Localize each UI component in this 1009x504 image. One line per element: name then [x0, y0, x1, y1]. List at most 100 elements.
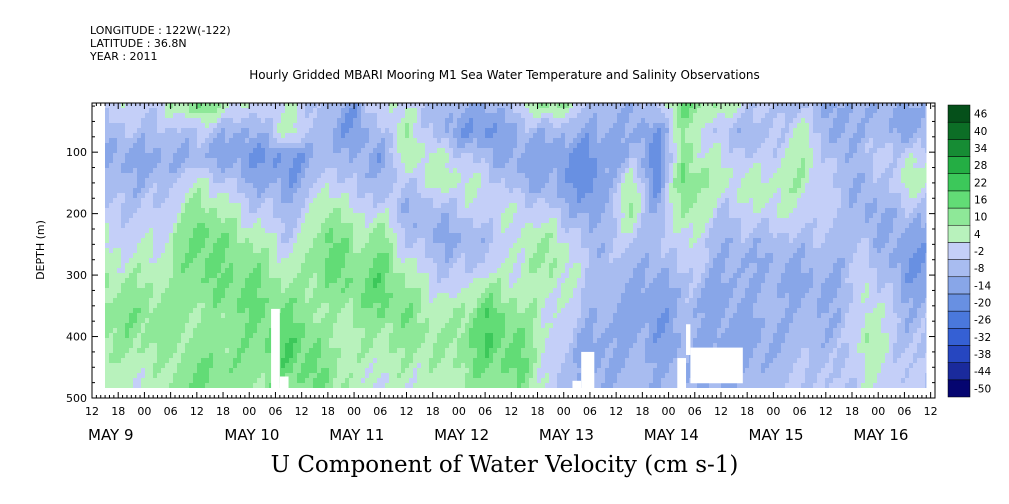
heatmap-cell: [357, 138, 362, 143]
heatmap-cell: [401, 373, 406, 378]
heatmap-cell: [329, 193, 334, 198]
heatmap-cell: [125, 148, 130, 153]
heatmap-cell: [245, 283, 250, 288]
heatmap-cell: [117, 173, 122, 178]
heatmap-cell: [389, 103, 394, 108]
heatmap-cell: [129, 163, 134, 168]
heatmap-cell: [133, 313, 138, 318]
heatmap-cell: [425, 358, 430, 363]
heatmap-cell: [145, 338, 150, 343]
heatmap-cell: [189, 213, 194, 218]
heatmap-cell: [341, 128, 346, 133]
heatmap-cell: [313, 298, 318, 303]
heatmap-cell: [433, 378, 438, 383]
heatmap-cell: [397, 183, 402, 188]
heatmap-cell: [233, 268, 238, 273]
heatmap-cell: [361, 173, 366, 178]
heatmap-cell: [213, 223, 218, 228]
heatmap-cell: [345, 298, 350, 303]
heatmap-cell: [405, 173, 410, 178]
heatmap-cell: [253, 228, 258, 233]
heatmap-cell: [185, 313, 190, 318]
heatmap-cell: [325, 123, 330, 128]
heatmap-cell: [309, 243, 314, 248]
heatmap-cell: [117, 108, 122, 113]
heatmap-cell: [393, 373, 398, 378]
heatmap-cell: [269, 133, 274, 138]
heatmap-cell: [109, 103, 114, 108]
heatmap-cell: [197, 213, 202, 218]
heatmap-cell: [385, 308, 390, 313]
heatmap-cell: [313, 168, 318, 173]
heatmap-cell: [257, 358, 262, 363]
heatmap-cell: [105, 138, 110, 143]
heatmap-cell: [329, 158, 334, 163]
heatmap-cell: [105, 298, 110, 303]
heatmap-cell: [389, 328, 394, 333]
heatmap-cell: [381, 283, 386, 288]
heatmap-cell: [217, 378, 222, 383]
heatmap-cell: [353, 148, 358, 153]
heatmap-cell: [149, 238, 154, 243]
heatmap-cell: [289, 363, 294, 368]
heatmap-cell: [169, 238, 174, 243]
heatmap-cell: [397, 348, 402, 353]
heatmap-cell: [245, 163, 250, 168]
heatmap-cell: [401, 263, 406, 268]
heatmap-cell: [137, 213, 142, 218]
heatmap-cell: [205, 303, 210, 308]
heatmap-cell: [149, 203, 154, 208]
heatmap-cell: [157, 178, 162, 183]
heatmap-cell: [277, 138, 282, 143]
heatmap-cell: [113, 183, 118, 188]
heatmap-cell: [377, 298, 382, 303]
heatmap-cell: [121, 283, 126, 288]
heatmap-cell: [185, 203, 190, 208]
heatmap-cell: [161, 193, 166, 198]
heatmap-cell: [321, 363, 326, 368]
heatmap-cell: [281, 318, 286, 323]
heatmap-cell: [117, 278, 122, 283]
heatmap-cell: [309, 368, 314, 373]
heatmap-cell: [113, 383, 118, 388]
heatmap-cell: [437, 203, 442, 208]
heatmap-cell: [405, 238, 410, 243]
heatmap-cell: [413, 303, 418, 308]
heatmap-cell: [397, 288, 402, 293]
heatmap-cell: [441, 368, 446, 373]
heatmap-cell: [333, 333, 338, 338]
heatmap-cell: [349, 328, 354, 333]
heatmap-cell: [177, 208, 182, 213]
heatmap-cell: [297, 103, 302, 108]
heatmap-cell: [313, 313, 318, 318]
heatmap-cell: [265, 163, 270, 168]
heatmap-cell: [417, 148, 422, 153]
heatmap-cell: [137, 293, 142, 298]
heatmap-cell: [417, 213, 422, 218]
heatmap-cell: [221, 183, 226, 188]
heatmap-cell: [293, 118, 298, 123]
heatmap-cell: [433, 138, 438, 143]
heatmap-cell: [281, 148, 286, 153]
heatmap-cell: [333, 158, 338, 163]
heatmap-cell: [241, 143, 246, 148]
heatmap-cell: [417, 133, 422, 138]
heatmap-cell: [253, 368, 258, 373]
heatmap-cell: [245, 383, 250, 388]
heatmap-cell: [225, 208, 230, 213]
heatmap-cell: [105, 158, 110, 163]
heatmap-cell: [253, 323, 258, 328]
heatmap-cell: [145, 148, 150, 153]
heatmap-cell: [445, 108, 450, 113]
heatmap-cell: [121, 198, 126, 203]
heatmap-cell: [437, 108, 442, 113]
heatmap-cell: [149, 198, 154, 203]
heatmap-cell: [433, 128, 438, 133]
heatmap-cell: [221, 288, 226, 293]
heatmap-cell: [349, 133, 354, 138]
heatmap-cell: [209, 373, 214, 378]
heatmap-cell: [397, 128, 402, 133]
heatmap-cell: [133, 148, 138, 153]
heatmap-cell: [365, 123, 370, 128]
heatmap-cell: [265, 153, 270, 158]
